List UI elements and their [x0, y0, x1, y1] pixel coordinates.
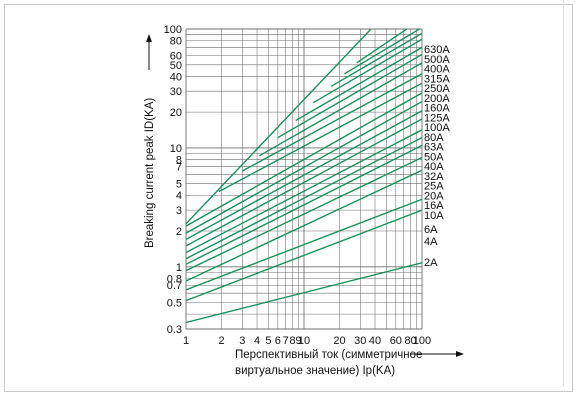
x-axis-label-line2: виртуальное значение) Ip(KA) — [235, 365, 395, 377]
y-tick-label: 30 — [170, 86, 182, 98]
series-line-250A — [295, 46, 422, 122]
series-label-4A: 4A — [424, 236, 438, 248]
series-line-80A — [186, 92, 422, 227]
series-label-100A: 100A — [424, 122, 450, 134]
x-tick-label: 4 — [254, 335, 260, 347]
series-label-50A: 50A — [424, 151, 444, 163]
y-tick-label: 0.5 — [167, 298, 182, 310]
series-line-10A — [186, 169, 422, 282]
y-tick-label: 4 — [176, 190, 182, 202]
series-label-10A: 10A — [424, 210, 444, 222]
series-line-50A — [186, 110, 422, 241]
series-label-315A: 315A — [424, 73, 450, 85]
y-tick-label: 50 — [170, 60, 182, 72]
series-line-200A — [277, 53, 422, 139]
series-label-32A: 32A — [424, 171, 444, 183]
series-label-200A: 200A — [424, 93, 450, 105]
y-tick-label: 5 — [176, 179, 182, 191]
series-label-80A: 80A — [424, 132, 444, 144]
series-line-4A — [186, 209, 422, 302]
chart-frame — [4, 4, 573, 392]
y-tick-label: 0.8 — [167, 273, 182, 285]
series-line-630A — [356, 29, 409, 64]
series-label-125A: 125A — [424, 112, 450, 124]
y-tick-label: 7 — [176, 161, 182, 173]
series-label-2A: 2A — [424, 257, 438, 269]
series-line-25A — [186, 136, 422, 260]
x-tick-label: 20 — [333, 335, 345, 347]
x-tick-label: 3 — [239, 335, 245, 347]
series-line-63A — [186, 100, 422, 234]
series-lines — [186, 29, 422, 324]
reference-line — [186, 29, 372, 225]
series-label-20A: 20A — [424, 190, 444, 202]
y-tick-label: 0.3 — [167, 324, 182, 336]
series-label-6A: 6A — [424, 224, 438, 236]
series-label-250A: 250A — [424, 83, 450, 95]
x-tick-label: 7 — [283, 335, 289, 347]
y-tick-label: 10 — [170, 143, 182, 155]
series-line-6A — [186, 198, 422, 291]
y-tick-label: 20 — [170, 107, 182, 119]
x-tick-label: 100 — [413, 335, 431, 347]
series-label-500A: 500A — [424, 54, 450, 66]
x-tick-label: 9 — [296, 335, 302, 347]
series-line-20A — [186, 144, 422, 265]
y-tick-label: 3 — [176, 205, 182, 217]
y-tick-label: 0.7 — [167, 280, 182, 292]
y-tick-label: 1 — [176, 262, 182, 274]
y-tick-label: 100 — [164, 24, 182, 36]
series-line-315A — [312, 38, 422, 104]
x-tick-label: 2 — [218, 335, 224, 347]
series-label-16A: 16A — [424, 200, 444, 212]
x-tick-label: 10 — [298, 335, 310, 347]
y-tick-label: 8 — [176, 154, 182, 166]
frame-divider — [563, 0, 564, 386]
x-axis-arrow — [410, 351, 464, 357]
series-line-16A — [186, 156, 422, 272]
y-tick-label: 60 — [170, 50, 182, 62]
y-tick-label: 40 — [170, 71, 182, 83]
x-tick-label: 6 — [275, 335, 281, 347]
grid — [185, 28, 423, 330]
series-line-2A — [186, 262, 422, 324]
series-line-160A — [259, 62, 422, 157]
y-axis-arrow — [146, 34, 152, 70]
x-tick-label: 60 — [390, 335, 402, 347]
x-tick-label: 30 — [354, 335, 366, 347]
x-tick-label: 40 — [369, 335, 381, 347]
x-axis-label-line1: Перспективный ток (симметричное — [235, 349, 422, 361]
x-tick-label: 5 — [265, 335, 271, 347]
y-axis-label: Breaking current peak ID(KA) — [144, 98, 156, 248]
series-line-40A — [186, 118, 422, 247]
series-line-125A — [241, 73, 422, 172]
series-label-630A: 630A — [424, 44, 450, 56]
series-label-25A: 25A — [424, 181, 444, 193]
series-line-32A — [186, 129, 422, 254]
y-tick-label: 2 — [176, 226, 182, 238]
series-label-400A: 400A — [424, 64, 450, 76]
x-tick-label: 1 — [183, 335, 189, 347]
x-tick-label: 80 — [404, 335, 416, 347]
series-label-160A: 160A — [424, 103, 450, 115]
series-label-63A: 63A — [424, 142, 444, 154]
series-line-500A — [344, 29, 421, 75]
series-label-40A: 40A — [424, 161, 444, 173]
x-tick-label: 8 — [290, 335, 296, 347]
y-tick-label: 80 — [170, 36, 182, 48]
series-line-400A — [330, 32, 422, 87]
series-line-100A — [218, 82, 422, 193]
